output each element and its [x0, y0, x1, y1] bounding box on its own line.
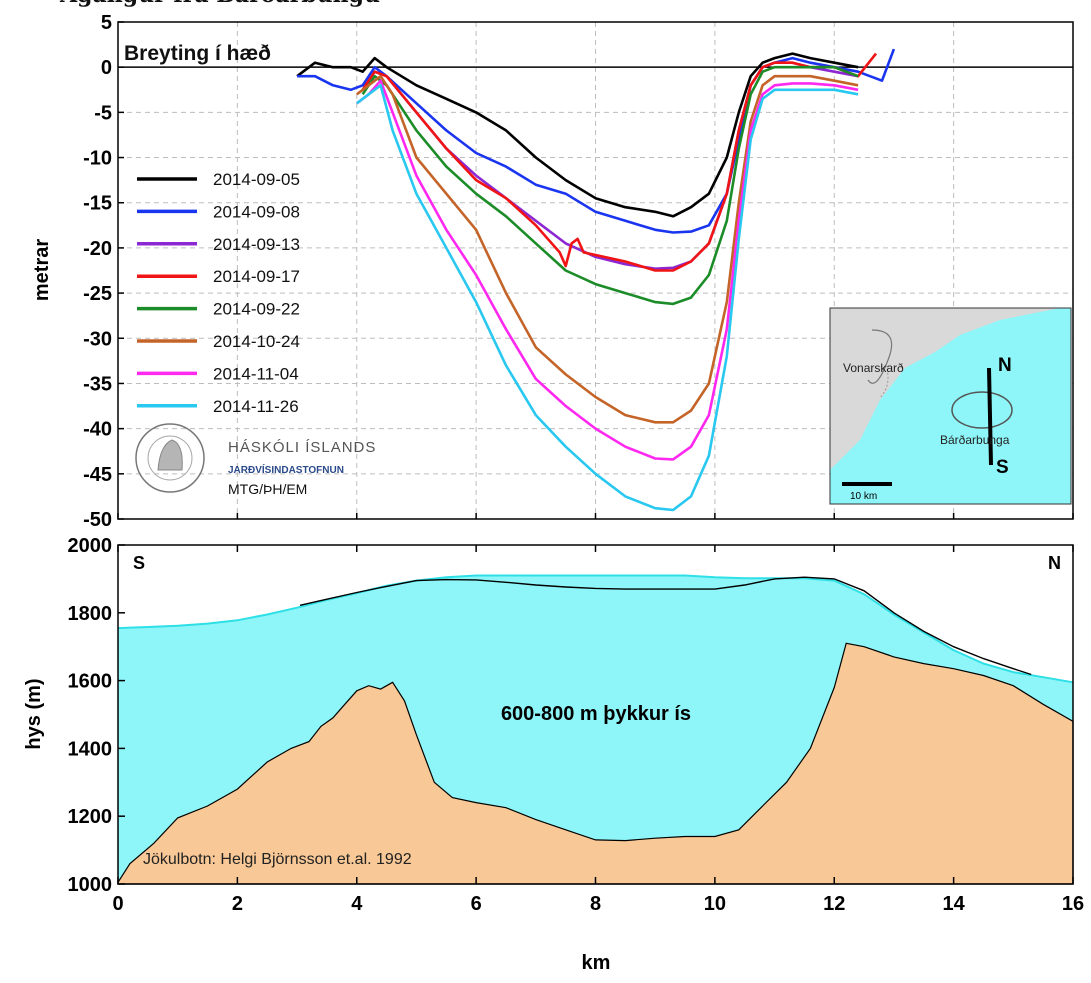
bottom-y-tick-label: 1600: [68, 671, 113, 693]
top-y-tick-label: -5: [94, 102, 112, 124]
bottom-y-axis: 1000 1200 1400 1600 1800 2000: [68, 535, 125, 896]
inset-dotted-route: [879, 364, 889, 399]
top-y-tick-label: -50: [83, 509, 112, 531]
top-chart-title: Breyting í hæð: [124, 42, 271, 65]
top-y-tick-label: -35: [83, 373, 112, 395]
bottom-x-tick-label: 16: [1062, 893, 1084, 915]
inset-label-south: S: [996, 457, 1009, 478]
bottom-y-tick-label: 1800: [68, 603, 113, 625]
inset-profile-line: [987, 367, 993, 466]
legend: 2014-09-05 2014-09-08 2014-09-13 2014-09-17…: [137, 170, 300, 416]
bottom-x-tick-label: 4: [351, 893, 363, 915]
bottom-y-tick-label: 1000: [68, 874, 113, 896]
university-seal-icon: [135, 423, 205, 493]
series-line-2014-09-22: [361, 65, 859, 306]
corner-label-south: S: [133, 553, 145, 573]
inset-label-bardarbunga: Bárðarbunga: [940, 433, 1010, 447]
legend-label: 2014-09-08: [213, 202, 300, 221]
series-line-2014-09-05: [296, 52, 859, 218]
seal-head-icon: [157, 439, 183, 471]
bottom-x-tick-label: 8: [590, 893, 601, 915]
bottom-x-axis: 0 2 4 6 8 10 12 14 16: [112, 545, 1084, 915]
inset-label-north: N: [998, 355, 1012, 376]
bottom-x-tick-label: 12: [823, 893, 845, 915]
series-line-2014-10-24: [356, 74, 859, 424]
top-x-ticks: [117, 513, 1074, 519]
series-line-2014-11-26: [356, 84, 859, 512]
inset-caldera-outline-vonarskard: [867, 329, 893, 384]
bottom-y-tick-label: 2000: [68, 535, 113, 557]
bottom-x-tick-label: 10: [704, 893, 726, 915]
top-y-tick-label: -25: [83, 283, 112, 305]
top-y-tick-label: -15: [83, 193, 112, 215]
inset-map-frame: [829, 307, 1072, 505]
bottom-x-tick-label: 6: [471, 893, 482, 915]
series-line-2014-11-04: [356, 79, 859, 461]
bottom-x-tick-label: 0: [112, 893, 123, 915]
top-y-tick-label: -45: [83, 464, 112, 486]
ice-thickness-annotation: 600-800 m þykkur ís: [501, 703, 691, 725]
top-y-tick-label: -30: [83, 328, 112, 350]
bottom-x-tick-label: 14: [943, 893, 966, 915]
top-y-tick-label: -40: [83, 419, 112, 441]
logo-credit: MTG/ÞH/EM: [228, 481, 307, 497]
surface-profile-line: [299, 576, 1032, 676]
inset-map: Vonarskarð Bárðarbunga N S 10 km: [829, 307, 1072, 505]
legend-label: 2014-09-17: [213, 267, 300, 286]
bottom-x-tick-label: 2: [232, 893, 243, 915]
bedrock-source-annotation: Jökulbotn: Helgi Björnsson et.al. 1992: [143, 851, 412, 868]
ice-surface-line: [117, 574, 1074, 684]
inset-scale-label: 10 km: [850, 491, 877, 502]
bedrock-area: [117, 642, 1074, 885]
university-logo: HÁSKÓLI ÍSLANDS JARÐVÍSINDASTOFNUN MTG/Þ…: [135, 423, 376, 497]
bottom-panel: 1000 1200 1400 1600 1800 2000 0 2 4 6 8 10 12 14 16 h…: [23, 535, 1084, 974]
top-y-tick-label: -10: [83, 148, 112, 170]
legend-label: 2014-09-22: [213, 300, 300, 319]
bottom-y-axis-label: hys (m): [23, 678, 45, 749]
top-panel: 5 0 -5 -10 -15 -20 -25 -30 -35 -40 -45 -50 Breyting…: [31, 12, 1074, 531]
legend-label: 2014-09-13: [213, 235, 300, 254]
logo-institute-name: JARÐVÍSINDASTOFNUN: [228, 463, 344, 476]
logo-university-name: HÁSKÓLI ÍSLANDS: [228, 439, 376, 456]
legend-label: 2014-10-24: [213, 332, 300, 351]
cropped-header-title: Ágangur frá Bárðarbungu: [60, 0, 660, 12]
seal-inner-ring: [147, 435, 193, 481]
legend-label: 2014-11-04: [213, 364, 299, 383]
bottom-y-tick-label: 1400: [68, 738, 113, 760]
inset-glacier-area: [830, 308, 1071, 504]
legend-label: 2014-09-05: [213, 170, 300, 189]
top-y-tick-label: -20: [83, 238, 112, 260]
inset-label-vonarskard: Vonarskarð: [843, 361, 904, 375]
top-y-axis: 5 0 -5 -10 -15 -20 -25 -30 -35 -40 -45 -50: [83, 12, 124, 531]
top-y-tick-label: 5: [101, 12, 112, 34]
corner-label-north: N: [1048, 553, 1061, 573]
legend-label: 2014-11-26: [213, 397, 299, 416]
series-line-2014-09-08: [297, 48, 896, 234]
series-line-2014-09-17: [361, 52, 878, 272]
top-y-axis-label: metrar: [31, 239, 53, 301]
top-y-tick-label: 0: [101, 57, 112, 79]
inset-caldera-outline-bardarbunga: [951, 391, 1013, 429]
bottom-y-tick-label: 1200: [68, 806, 113, 828]
top-series-group: [296, 48, 896, 512]
bottom-x-axis-label: km: [582, 952, 611, 974]
